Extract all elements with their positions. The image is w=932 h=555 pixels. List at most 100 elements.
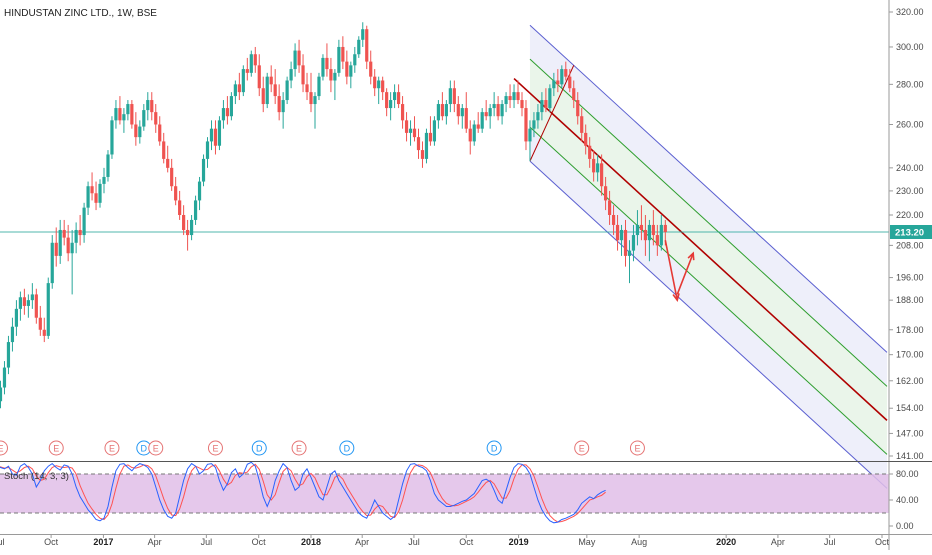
candle-body [548, 88, 552, 109]
earnings-marker[interactable]: E [291, 440, 307, 456]
marker-circle [0, 440, 8, 456]
marker-circle [251, 440, 267, 456]
candle-body [389, 100, 393, 109]
candle-body [178, 200, 182, 215]
candle-body [309, 92, 313, 105]
earnings-marker[interactable]: E [629, 440, 645, 456]
marker-label: E [212, 444, 218, 454]
candle-body [500, 104, 504, 117]
earnings-marker[interactable]: E [0, 440, 8, 456]
dividend-marker[interactable]: D [339, 440, 355, 456]
channel-median-line[interactable] [513, 77, 888, 421]
candle-body [170, 167, 174, 187]
x-tick-label: Jul [201, 537, 213, 547]
candle-body [289, 69, 293, 81]
y-tick-label: 178.00 [896, 325, 924, 335]
marker-circle [486, 440, 502, 456]
candle-body [381, 80, 385, 93]
candle-body [189, 219, 194, 236]
y-tick-label: 188.00 [896, 295, 924, 305]
channel-band [529, 25, 887, 387]
candle-body [488, 108, 492, 117]
marker-label: E [634, 444, 640, 454]
earnings-marker[interactable]: E [574, 440, 590, 456]
y-tick-label: 154.00 [896, 403, 924, 413]
y-tick-label: 170.00 [896, 350, 924, 360]
candle-body [556, 80, 560, 85]
candle-body [643, 229, 648, 241]
candle-body [253, 54, 257, 66]
candle-body [516, 92, 520, 101]
candle-body [86, 186, 90, 208]
last-price-label: 213.20 [895, 228, 924, 239]
x-tick-label: 2018 [301, 537, 321, 547]
candle-body [2, 367, 7, 388]
candle-body [130, 104, 134, 125]
y-tick-label: 320.00 [896, 7, 924, 17]
chart-title: HINDUSTAN ZINC LTD., 1W, BSE [4, 8, 157, 19]
candle-body [619, 229, 624, 241]
projection-arrow-2[interactable] [676, 252, 694, 295]
candle-body [158, 124, 162, 142]
candle-body [584, 132, 588, 146]
candle-body [580, 116, 584, 133]
candle-body [122, 114, 126, 121]
channel-handle-line[interactable] [529, 65, 575, 162]
dividend-marker[interactable]: D [486, 440, 502, 456]
earnings-marker[interactable]: E [207, 440, 223, 456]
candle-body [627, 250, 632, 256]
candle-body [663, 224, 667, 233]
y-tick-label: 162.00 [896, 376, 924, 386]
candle-body [10, 326, 15, 343]
projection-arrowhead-1 [672, 293, 680, 302]
candle-body [333, 72, 337, 81]
candle-body [50, 242, 54, 284]
projection-arrows[interactable] [664, 240, 695, 302]
candle-body [26, 300, 30, 306]
channel-lower-line[interactable] [529, 160, 888, 489]
projection-arrow-1[interactable] [664, 240, 679, 301]
candle-body [78, 229, 82, 236]
x-tick-label: Aug [631, 537, 647, 547]
x-tick-label: Apr [771, 537, 785, 547]
candle-body [66, 237, 70, 254]
candle-body [448, 88, 452, 105]
candle-body [611, 214, 616, 225]
x-tick-label: Oct [252, 537, 267, 547]
candle-body [305, 84, 309, 93]
candle-body [480, 112, 484, 129]
candle-body [651, 224, 655, 236]
channel-upper-line[interactable] [529, 24, 888, 353]
candle-body [110, 120, 114, 155]
candle-body [193, 200, 198, 220]
channel-lower-inner-line[interactable] [529, 126, 888, 455]
earnings-marker[interactable]: E [48, 440, 64, 456]
marker-circle [148, 440, 164, 456]
candle-body [349, 65, 353, 77]
earnings-marker[interactable]: E [148, 440, 164, 456]
x-tick-label: Apr [355, 537, 369, 547]
x-tick-label: 2019 [509, 537, 529, 547]
candle-body [273, 84, 277, 97]
earnings-marker[interactable]: E [104, 440, 120, 456]
candle-body [377, 80, 381, 89]
dividend-marker[interactable]: D [251, 440, 267, 456]
candle-body [353, 54, 357, 66]
marker-circle [104, 440, 120, 456]
candle-body [225, 108, 230, 117]
channel-upper-inner-line[interactable] [529, 58, 888, 387]
candle-body [512, 92, 516, 101]
y-tick-label: 208.00 [896, 240, 924, 250]
marker-label: E [53, 444, 59, 454]
x-tick-label: 2020 [716, 537, 736, 547]
pitchfork-channel[interactable] [513, 24, 888, 489]
candle-body [166, 158, 170, 168]
candle-body [106, 154, 110, 177]
candle-body [468, 128, 472, 142]
y-tick-label: 147.00 [896, 428, 924, 438]
marker-circle [574, 440, 590, 456]
candle-body [508, 96, 512, 101]
candle-body [544, 100, 548, 109]
